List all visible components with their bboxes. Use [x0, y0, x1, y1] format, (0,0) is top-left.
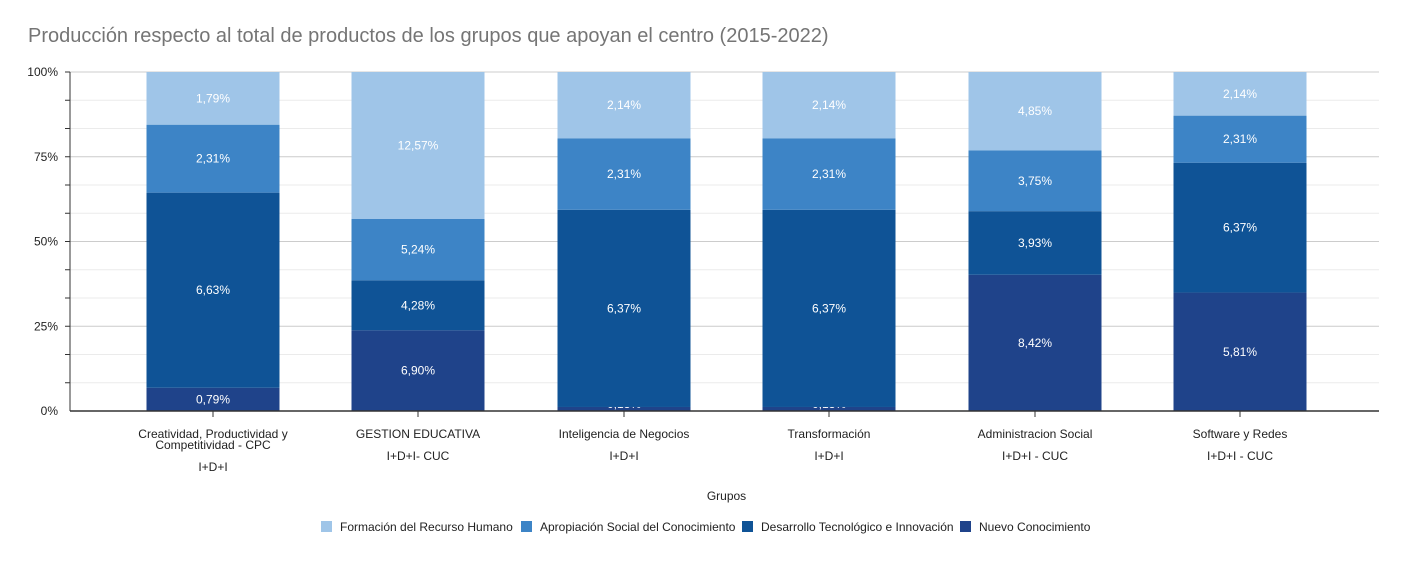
- data-label: 2,31%: [196, 152, 230, 166]
- data-label: 2,14%: [1223, 87, 1257, 101]
- bar-segment: [1173, 162, 1307, 293]
- bar-segment: [1173, 72, 1307, 116]
- bar-segment: [762, 406, 896, 411]
- data-label: 5,24%: [401, 243, 435, 257]
- bar-segment: [351, 218, 485, 281]
- x-tick-label: Transformación: [788, 427, 871, 441]
- bar-segment: [968, 274, 1102, 411]
- bar-segment: [557, 138, 691, 210]
- y-tick-label: 25%: [34, 319, 58, 333]
- x-tick-sublabel: I+D+I - CUC: [1207, 449, 1273, 463]
- y-tick-label: 75%: [34, 150, 58, 164]
- bar-segment: [968, 150, 1102, 212]
- legend-swatch: [960, 521, 971, 532]
- data-label: 2,14%: [812, 98, 846, 112]
- legend-swatch: [521, 521, 532, 532]
- data-label: 6,37%: [812, 301, 846, 315]
- data-label: 6,90%: [401, 364, 435, 378]
- data-label: 2,31%: [1223, 132, 1257, 146]
- data-label: 2,31%: [812, 167, 846, 181]
- bar-segment: [762, 209, 896, 407]
- x-tick-sublabel: I+D+I: [609, 449, 638, 463]
- data-label: 4,28%: [401, 298, 435, 312]
- bar-segment: [351, 72, 485, 219]
- data-label: 5,81%: [1223, 345, 1257, 359]
- bar-segment: [146, 124, 280, 193]
- legend-label: Nuevo Conocimiento: [979, 520, 1091, 534]
- bar-segment: [146, 192, 280, 388]
- bar-segment: [968, 211, 1102, 275]
- y-tick-label: 100%: [27, 65, 58, 79]
- data-label: 8,42%: [1018, 336, 1052, 350]
- bar-segment: [762, 72, 896, 139]
- bar-segment: [146, 387, 280, 411]
- y-tick-label: 0%: [41, 404, 59, 418]
- x-tick-sublabel: I+D+I- CUC: [387, 449, 450, 463]
- x-tick-label: Inteligencia de Negocios: [559, 427, 690, 441]
- bar-segment: [1173, 292, 1307, 411]
- bar-segment: [968, 72, 1102, 151]
- legend-label: Formación del Recurso Humano: [340, 520, 513, 534]
- data-label: 1,79%: [196, 91, 230, 105]
- data-label: 2,14%: [607, 98, 641, 112]
- x-tick-label: Creatividad, Productividad y: [138, 427, 287, 441]
- data-label: 3,75%: [1018, 174, 1052, 188]
- x-tick-sublabel: I+D+I: [814, 449, 843, 463]
- legend-swatch: [742, 521, 753, 532]
- x-tick-label: Administracion Social: [978, 427, 1093, 441]
- x-tick-label: Competitividad - CPC: [155, 438, 271, 452]
- data-label: 12,57%: [398, 138, 439, 152]
- data-label: 6,37%: [607, 301, 641, 315]
- legend-swatch: [321, 521, 332, 532]
- x-tick-sublabel: I+D+I: [198, 460, 227, 474]
- bar-segment: [146, 72, 280, 125]
- data-label: 0,79%: [196, 392, 230, 406]
- data-label: 2,31%: [607, 167, 641, 181]
- legend-label: Desarrollo Tecnológico e Innovación: [761, 520, 954, 534]
- data-label: 3,93%: [1018, 236, 1052, 250]
- bar-segment: [557, 72, 691, 139]
- bar-segment: [1173, 115, 1307, 163]
- x-tick-label: GESTION EDUCATIVA: [356, 427, 480, 441]
- legend-label: Apropiación Social del Conocimiento: [540, 520, 736, 534]
- data-label: 4,85%: [1018, 104, 1052, 118]
- bar-segment: [351, 280, 485, 331]
- x-tick-label: Software y Redes: [1193, 427, 1288, 441]
- bar-segment: [351, 330, 485, 411]
- x-tick-sublabel: I+D+I - CUC: [1002, 449, 1068, 463]
- x-axis-title: Grupos: [707, 489, 746, 503]
- chart-title: Producción respecto al total de producto…: [28, 25, 829, 47]
- data-label: 6,63%: [196, 283, 230, 297]
- bar-segment: [762, 138, 896, 210]
- y-tick-label: 50%: [34, 235, 58, 249]
- bar-segment: [557, 406, 691, 411]
- data-label: 6,37%: [1223, 221, 1257, 235]
- bar-segment: [557, 209, 691, 407]
